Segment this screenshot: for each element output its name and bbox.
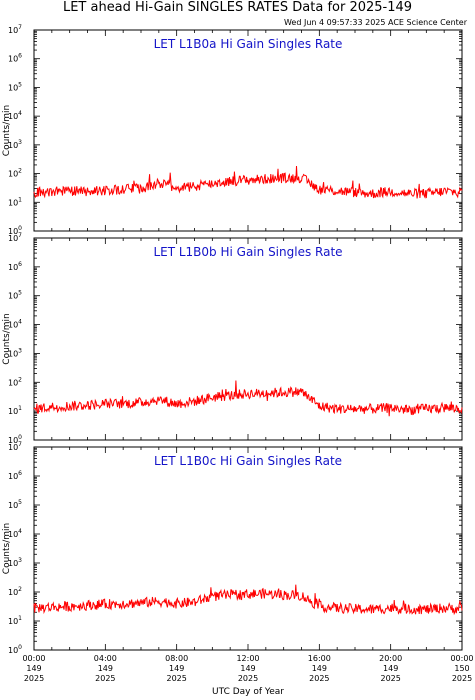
x-tick-label: 04:00 (94, 654, 117, 663)
x-tick-label: 149 (312, 664, 327, 673)
y-tick-label: 107 (8, 232, 22, 243)
x-tick-label: 16:00 (308, 654, 331, 663)
x-axis-label: UTC Day of Year (212, 687, 284, 697)
y-tick-label: 105 (8, 499, 22, 510)
y-tick-label: 102 (8, 586, 22, 597)
x-tick-label: 149 (383, 664, 398, 673)
panel-title: LET L1B0b Hi Gain Singles Rate (153, 245, 342, 259)
plot-frame (33, 29, 463, 232)
x-tick-label: 20:00 (379, 654, 402, 663)
y-tick-label: 100 (8, 644, 22, 655)
x-tick-label: 2025 (238, 674, 258, 683)
y-axis-label: Counts/min (2, 105, 12, 156)
y-tick-label: 100 (8, 225, 22, 236)
y-tick-label: 102 (8, 168, 22, 179)
y-tick-label: 103 (8, 139, 22, 150)
y-tick-label: 103 (8, 347, 22, 358)
y-tick-label: 101 (8, 405, 22, 416)
x-tick-label: 2025 (24, 674, 44, 683)
x-tick-label: 149 (169, 664, 184, 673)
x-tick-label: 150 (454, 664, 469, 673)
x-tick-label: 2025 (166, 674, 186, 683)
y-tick-label: 105 (8, 290, 22, 301)
generation-timestamp: Wed Jun 4 09:57:33 2025 ACE Science Cent… (283, 18, 467, 27)
x-tick-label: 2025 (452, 674, 472, 683)
x-tick-label: 08:00 (165, 654, 188, 663)
y-tick-label: 106 (8, 53, 22, 64)
y-tick-label: 106 (8, 470, 22, 481)
y-tick-label: 105 (8, 81, 22, 92)
y-tick-label: 101 (8, 615, 22, 626)
y-tick-label: 100 (8, 434, 22, 445)
x-tick-label: 149 (98, 664, 113, 673)
y-tick-label: 106 (8, 261, 22, 272)
plot-frame (33, 237, 463, 441)
y-tick-label: 107 (8, 24, 22, 35)
series-line (33, 380, 463, 417)
series-line (33, 584, 463, 616)
x-tick-label: 00:00 (450, 654, 473, 663)
x-tick-label: 2025 (309, 674, 329, 683)
x-tick-label: 00:00 (22, 654, 45, 663)
y-tick-label: 103 (8, 557, 22, 568)
y-tick-label: 102 (8, 376, 22, 387)
x-tick-label: 149 (240, 664, 255, 673)
y-axis-label: Counts/min (2, 313, 12, 364)
y-tick-label: 101 (8, 196, 22, 207)
x-tick-label: 12:00 (236, 654, 259, 663)
chart-title: LET ahead Hi-Gain SINGLES RATES Data for… (62, 0, 413, 15)
x-tick-label: 2025 (380, 674, 400, 683)
x-tick-label: 149 (26, 664, 41, 673)
y-tick-label: 104 (8, 528, 22, 539)
plot-frame (33, 446, 463, 651)
series-line (33, 165, 463, 199)
y-tick-label: 104 (8, 319, 22, 330)
panel-title: LET L1B0c Hi Gain Singles Rate (154, 454, 342, 468)
y-axis-label: Counts/min (2, 523, 12, 574)
y-tick-label: 104 (8, 110, 22, 121)
panel-title: LET L1B0a Hi Gain Singles Rate (154, 37, 343, 51)
y-tick-label: 107 (8, 441, 22, 452)
x-tick-label: 2025 (95, 674, 115, 683)
